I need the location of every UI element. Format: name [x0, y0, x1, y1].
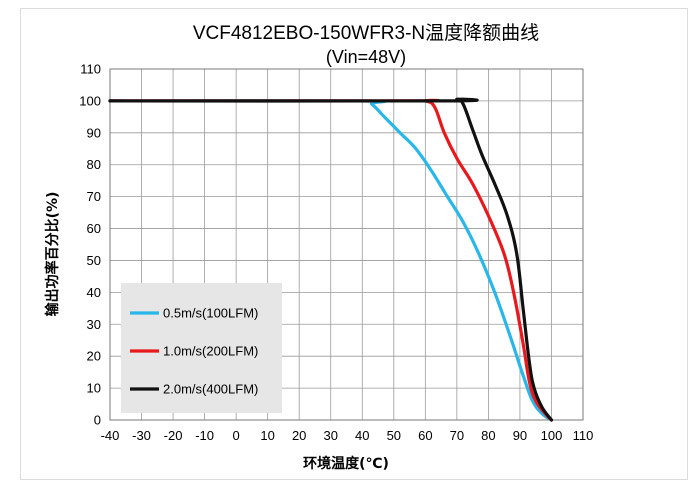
- y-tick-label: 10: [87, 381, 101, 396]
- legend: 0.5m/s(100LFM) 1.0m/s(200LFM) 2.0m/s(400LF…: [121, 283, 282, 413]
- derating-chart: VCF4812EBO-150WFR3-N温度降额曲线 (Vin=48V) 0.5…: [44, 22, 593, 472]
- y-tick-label: 20: [87, 349, 101, 364]
- y-tick-label: 100: [79, 93, 101, 108]
- x-tick-label: -30: [132, 428, 151, 443]
- x-axis-label: 环境温度(℃): [303, 455, 389, 472]
- legend-label: 1.0m/s(200LFM): [163, 344, 258, 359]
- chart-frame: VCF4812EBO-150WFR3-N温度降额曲线 (Vin=48V) 0.5…: [20, 8, 688, 480]
- legend-box: [121, 283, 282, 413]
- x-tick-label: 90: [513, 428, 527, 443]
- series-line-2-0m-s: [108, 97, 554, 422]
- legend-label: 2.0m/s(400LFM): [163, 382, 258, 397]
- chart-title: VCF4812EBO-150WFR3-N温度降额曲线: [193, 22, 539, 44]
- y-tick-label: 50: [87, 253, 101, 268]
- x-tick-label: 50: [387, 428, 401, 443]
- plot-border: [109, 68, 584, 421]
- series-line-0-5m-s: [108, 99, 554, 422]
- series-layer: [108, 97, 554, 422]
- y-tick-label: 90: [87, 125, 101, 140]
- x-tick-label: 10: [260, 428, 274, 443]
- x-tick-label: 0: [233, 428, 240, 443]
- x-tick-label: -40: [101, 428, 120, 443]
- x-tick-label: 40: [355, 428, 369, 443]
- y-tick-label: 80: [87, 157, 101, 172]
- chart-subtitle: (Vin=48V): [326, 47, 406, 67]
- y-tick-label: 110: [80, 62, 101, 77]
- x-tick-label: 80: [481, 428, 495, 443]
- y-tick-label: 60: [87, 221, 101, 236]
- legend-label: 0.5m/s(100LFM): [163, 306, 258, 321]
- tick-labels: -40 -30 -20 -10 0 10 20 30 40 50 60 70 80 90 100 110 0 10…: [79, 62, 593, 444]
- x-tick-label: 60: [418, 428, 432, 443]
- x-tick-label: 100: [541, 428, 563, 443]
- y-tick-label: 40: [87, 285, 101, 300]
- y-tick-label: 0: [94, 413, 101, 428]
- x-tick-label: 30: [323, 428, 337, 443]
- x-tick-label: -20: [164, 428, 183, 443]
- y-tick-label: 70: [87, 189, 101, 204]
- x-tick-label: -10: [195, 428, 214, 443]
- y-tick-label: 30: [87, 317, 101, 332]
- x-tick-label: 20: [292, 428, 306, 443]
- x-tick-label: 110: [573, 428, 594, 443]
- x-tick-label: 70: [450, 428, 464, 443]
- y-axis-label: 输出功率百分比(%): [44, 192, 61, 317]
